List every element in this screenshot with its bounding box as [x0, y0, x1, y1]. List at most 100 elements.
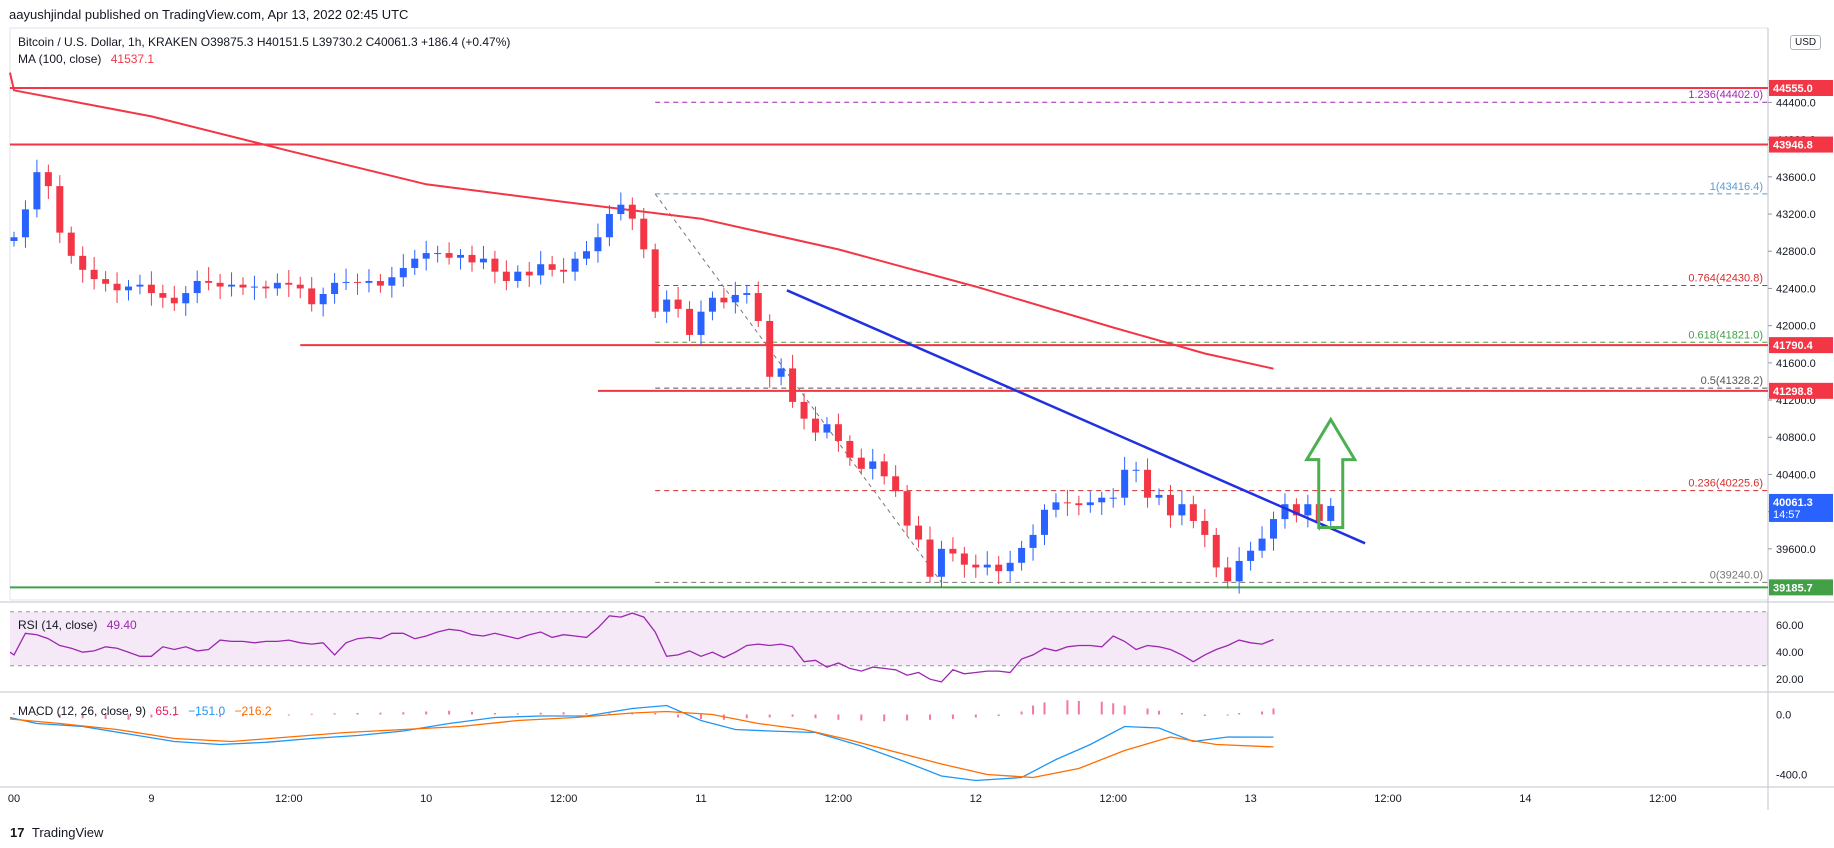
candle-body	[1247, 550, 1255, 561]
macd-histogram-bar	[333, 713, 336, 715]
macd-histogram-bar	[1020, 711, 1023, 715]
macd-histogram-bar	[906, 714, 909, 721]
key-level-label: 41298.8	[1773, 386, 1813, 398]
macd-histogram-bar	[448, 710, 451, 715]
candle-body	[766, 320, 774, 377]
x-tick-label: 12:00	[825, 793, 853, 805]
candle-body	[10, 237, 18, 241]
x-tick-label: 00	[8, 793, 20, 805]
rsi-tick-label: 60.00	[1776, 620, 1804, 632]
candle-body	[399, 267, 407, 278]
macd-legend[interactable]: MACD (12, 26, close, 9) 65.1 −151.0 −216…	[18, 704, 272, 718]
candle-body	[228, 284, 236, 287]
fib-level-label: 1.236(44402.0)	[1688, 89, 1763, 101]
macd-histogram-bar	[1123, 705, 1126, 715]
macd-histogram-bar	[539, 712, 542, 715]
macd-hist-value: 65.1	[155, 704, 179, 718]
main-pane-frame	[9, 27, 1769, 601]
candle-body	[674, 299, 682, 309]
candle-body	[216, 282, 224, 287]
fib-level-label: 0.618(41821.0)	[1688, 329, 1763, 341]
last-price-badge	[1769, 493, 1833, 522]
candle-body	[365, 280, 373, 283]
candle-body	[571, 258, 579, 272]
candle-body	[491, 258, 499, 272]
candle-body	[743, 293, 751, 295]
publisher-header: aayushjindal published on TradingView.co…	[9, 7, 409, 22]
candle-body	[949, 548, 957, 554]
rsi-tick-label: 20.00	[1776, 674, 1804, 686]
footer-brand[interactable]: 17 TradingView	[10, 825, 103, 840]
x-tick-label: 12:00	[1374, 793, 1402, 805]
candle-body	[1132, 469, 1140, 471]
candle-body	[754, 293, 762, 321]
symbol-name[interactable]: Bitcoin / U.S. Dollar, 1h, KRAKEN	[18, 35, 198, 49]
candle-body	[457, 254, 465, 258]
candle-body	[273, 282, 281, 289]
candle-body	[388, 277, 396, 286]
macd-histogram-bar	[585, 713, 588, 715]
candle-body	[1258, 538, 1266, 551]
candle-body	[250, 286, 258, 288]
macd-histogram-bar	[1112, 703, 1115, 715]
candle-body	[1041, 509, 1048, 535]
candle-body	[1063, 502, 1071, 504]
candle-body	[411, 258, 419, 268]
y-tick-label: 42000.0	[1776, 321, 1816, 333]
macd-histogram-bar	[150, 714, 153, 718]
ohlc-high: H40151.5	[256, 35, 309, 49]
macd-histogram-bar	[127, 714, 130, 720]
candle-body	[376, 280, 384, 286]
candle-body	[1292, 504, 1300, 516]
macd-signal-value: −216.2	[234, 704, 272, 718]
macd-histogram-bar	[1066, 700, 1069, 715]
macd-histogram-bar	[310, 713, 313, 715]
macd-histogram-bar	[219, 714, 222, 717]
x-tick-label: 10	[420, 793, 432, 805]
candle-body	[285, 282, 293, 285]
macd-histogram-bar	[951, 714, 954, 719]
macd-histogram-bar	[81, 714, 84, 719]
candle-body	[892, 476, 900, 492]
candle-body	[628, 204, 636, 219]
candle-body	[834, 424, 842, 441]
candle-body	[995, 564, 1003, 572]
candle-body	[44, 172, 52, 187]
ma-value: 41537.1	[110, 52, 155, 66]
rsi-value: 49.40	[106, 618, 137, 632]
up-arrow-icon	[1304, 416, 1358, 529]
bar-countdown: 14:57	[1773, 509, 1801, 521]
macd-histogram-bar	[1203, 714, 1206, 716]
currency-badge[interactable]: USD	[1790, 35, 1822, 50]
y-tick-label: 42400.0	[1776, 283, 1816, 295]
candle-body	[1178, 504, 1186, 516]
candle-body	[102, 279, 110, 284]
candle-body	[56, 186, 64, 233]
candle-body	[983, 564, 991, 568]
key-level-label: 39185.7	[1773, 582, 1813, 594]
macd-histogram-bar	[1158, 710, 1160, 715]
macd-histogram-bar	[493, 713, 496, 715]
candle-body	[468, 254, 476, 263]
candle-body	[605, 214, 613, 238]
candle-body	[331, 282, 339, 295]
ma-legend[interactable]: MA (100, close) 41537.1	[18, 52, 154, 66]
candle-body	[525, 271, 533, 276]
macd-histogram-bar	[791, 714, 794, 717]
y-tick-label: 39600.0	[1776, 544, 1816, 556]
macd-histogram-bar	[356, 713, 359, 715]
candle-body	[640, 218, 648, 250]
macd-histogram-bar	[516, 713, 519, 715]
candle-body	[937, 548, 945, 577]
candle-body	[1086, 502, 1094, 506]
candle-body	[1018, 547, 1026, 563]
price-change: +186.4 (+0.47%)	[421, 35, 511, 49]
fib-level-label: 0.236(40225.6)	[1688, 478, 1763, 490]
macd-label: MACD (12, 26, close, 9)	[18, 704, 147, 718]
key-level-label: 44555.0	[1773, 83, 1813, 95]
candle-body	[445, 253, 453, 258]
macd-histogram-bar	[1032, 705, 1035, 715]
candle-body	[548, 264, 556, 270]
fib-level-label: 0.5(41328.2)	[1701, 375, 1763, 387]
rsi-legend[interactable]: RSI (14, close) 49.40	[18, 618, 137, 632]
